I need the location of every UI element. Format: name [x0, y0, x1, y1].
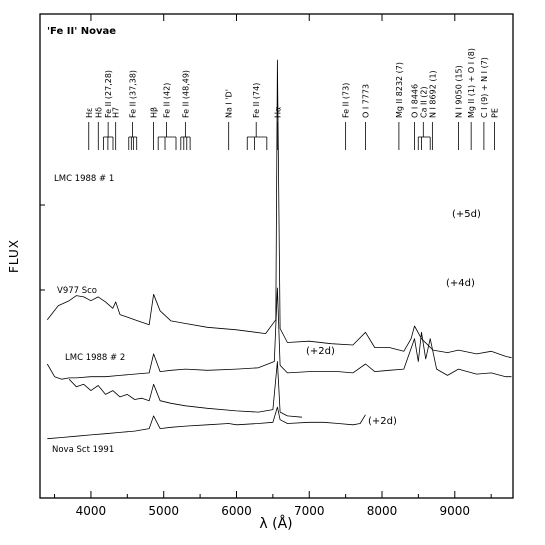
line-id: Fe II (74): [246, 83, 268, 150]
spectrum-name: LMC 1988 # 2: [65, 353, 125, 363]
plot-frame: [39, 13, 514, 499]
line-id-label: Fe II (27,28): [104, 70, 113, 118]
line-id: Fe II (73): [342, 83, 351, 150]
offset-label: (+5d): [452, 209, 481, 220]
line-id-label: Na I 'D': [225, 89, 234, 118]
line-id-label: N I 8692 (1): [428, 70, 437, 118]
line-id: O I 8446: [410, 84, 419, 150]
line-id: N I 8692 (1): [428, 70, 437, 150]
spectra: [46, 59, 512, 440]
x-tick-label: 8000: [367, 504, 398, 518]
spectrum-name: LMC 1988 # 1: [54, 174, 114, 184]
line-id: Fe II (42): [157, 83, 177, 150]
x-tick-labels: 4000 5000 6000 7000 8000 9000: [76, 504, 470, 518]
x-tick-label: 6000: [221, 504, 252, 518]
spectrum-line: [46, 287, 512, 380]
line-id: Fe II (37,38): [128, 70, 138, 150]
line-id-label: Hε: [85, 108, 94, 118]
line-id: O I 7773: [361, 84, 370, 150]
x-tick-label: 4000: [76, 504, 107, 518]
line-id: Hε: [85, 108, 94, 150]
spectrum-line: [46, 59, 512, 359]
line-id: Mg II 8232 (7): [395, 62, 404, 150]
y-axis-title: FLUX: [7, 239, 21, 273]
line-id-label: Fe II (42): [162, 83, 171, 118]
line-id: N I 9050 (15): [454, 65, 463, 150]
line-id-label: Fe II (37,38): [129, 70, 138, 118]
line-id-label: Mg II (1) + O I (8): [467, 48, 476, 118]
line-id: C I (9) + N I (7): [480, 57, 489, 150]
line-id-label: O I 8446: [410, 84, 419, 118]
chart-title: 'Fe II' Novae: [47, 26, 116, 37]
spectrum-name: Nova Sct 1991: [52, 445, 114, 455]
line-id-label: Fe II (74): [252, 83, 261, 118]
line-id: Hβ: [150, 107, 159, 150]
line-id-label: C I (9) + N I (7): [480, 57, 489, 118]
line-id-label: Mg II 8232 (7): [395, 62, 404, 118]
line-id: Ca II (2): [417, 86, 431, 150]
line-identifications: Hε Hδ Fe II (27,28)H7 Fe II (37,38) Hβ Fe II …: [85, 48, 499, 150]
spectrum-line: [47, 406, 366, 440]
line-id-label: PE: [490, 108, 499, 118]
line-id-label: H7: [112, 107, 121, 118]
line-id: Fe II (48,49): [180, 70, 191, 150]
line-id-label: Fe II (73): [342, 83, 351, 118]
x-tick-label: 5000: [148, 504, 179, 518]
x-axis-title: λ (Å): [259, 515, 292, 532]
line-id: PE: [490, 108, 499, 150]
line-id-label: Ca II (2): [419, 86, 428, 118]
line-id: Hδ: [94, 107, 103, 150]
spectrum-line: [68, 361, 303, 418]
line-id: H7: [112, 107, 121, 150]
offset-label: (+2d): [306, 346, 335, 357]
spectrum-name: V977 Sco: [57, 286, 97, 296]
line-id: Fe II (27,28): [103, 70, 114, 150]
line-id-label: Fe II (48,49): [181, 70, 190, 118]
x-tick-label: 9000: [440, 504, 471, 518]
spectrum-labels: LMC 1988 # 1 (+5d) V977 Sco (+4d) LMC 1988 #…: [52, 174, 481, 455]
line-id-label: O I 7773: [361, 84, 370, 118]
offset-label: (+2d): [368, 416, 397, 427]
line-id-label: N I 9050 (15): [454, 65, 463, 118]
line-id-label: Hβ: [150, 107, 159, 118]
line-id: Na I 'D': [225, 89, 234, 150]
line-id-label: Hδ: [94, 107, 103, 118]
offset-label: (+4d): [446, 278, 475, 289]
x-tick-label: 7000: [294, 504, 325, 518]
x-ticks: [40, 14, 492, 498]
line-id: Mg II (1) + O I (8): [467, 48, 476, 150]
